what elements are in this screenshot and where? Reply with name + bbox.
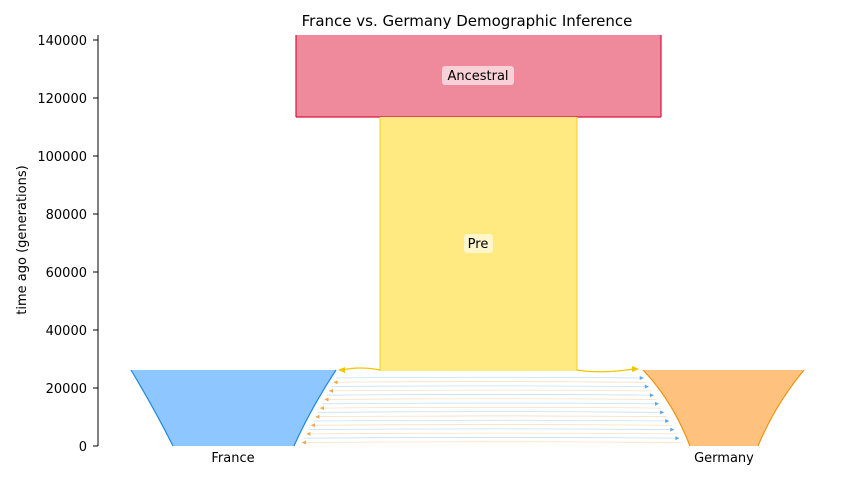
migration-line [315, 415, 667, 418]
france-label: France [211, 451, 254, 466]
split-arrowhead-germany [632, 366, 639, 372]
y-axis: 020000400006000080000100000120000140000 … [15, 34, 99, 455]
migration-line [301, 441, 682, 443]
migration-line [317, 411, 665, 413]
split-arrow-germany [576, 368, 635, 373]
pre-label-bg [464, 234, 493, 253]
france-deme-shape [131, 370, 336, 446]
y-tick-label: 0 [79, 440, 87, 455]
france-right-edge [293, 369, 337, 447]
migration-line [331, 385, 649, 387]
migration-arrowhead [306, 431, 311, 436]
migration-arrowhead [319, 406, 324, 411]
y-axis-ticks: 0 20000 40000 60000 80000 100000 120000 140000 [37, 34, 98, 455]
y-tick-label: 20000 [46, 382, 87, 397]
split-arrows [338, 366, 639, 373]
y-tick-label: 100000 [37, 150, 87, 165]
migration-arrowhead [301, 440, 306, 445]
migration-lines [301, 376, 682, 445]
y-tick-label: 40000 [46, 324, 87, 339]
migration-arrowhead [310, 423, 315, 428]
migration-line [326, 394, 654, 396]
migration-arrowhead [644, 384, 649, 389]
ancestral-label-bg [442, 66, 514, 85]
migration-line [310, 424, 672, 426]
split-arrowhead-france [338, 367, 345, 373]
migration-arrowhead [324, 397, 329, 402]
migration-line [308, 428, 675, 430]
migration-arrowhead [660, 410, 665, 415]
migration-line [313, 419, 670, 422]
migration-arrowhead [670, 427, 675, 432]
migration-arrowhead [665, 419, 670, 423]
y-axis-label: time ago (generations) [15, 165, 30, 314]
pre-label: Pre [468, 237, 489, 252]
migration-line [306, 432, 677, 435]
migration-arrowhead [639, 376, 644, 380]
y-tick-label: 140000 [37, 34, 87, 49]
y-tick-label: 120000 [37, 92, 87, 107]
germany-deme-shape [643, 370, 804, 446]
y-tick-label: 80000 [46, 208, 87, 223]
migration-arrowhead [649, 393, 654, 398]
migration-line [304, 437, 680, 439]
france-left-edge [130, 369, 174, 447]
migration-line [322, 402, 660, 405]
migration-arrowhead [315, 414, 320, 419]
migration-arrowhead [655, 401, 660, 406]
y-tick-label: 60000 [46, 266, 87, 281]
figure-title: France vs. Germany Demographic Inference [302, 12, 633, 30]
migration-line [335, 376, 644, 379]
split-arrow-france [341, 367, 381, 371]
migration-line [319, 406, 662, 409]
migration-line [333, 381, 647, 383]
migration-arrowhead [675, 436, 680, 441]
migration-line [328, 389, 652, 392]
germany-label: Germany [694, 451, 754, 466]
ancestral-label: Ancestral [447, 69, 508, 84]
germany-right-edge [757, 369, 805, 447]
migration-arrowhead [333, 380, 338, 385]
germany-left-edge [642, 369, 691, 447]
migration-line [324, 398, 657, 400]
migration-arrowhead [329, 388, 333, 393]
